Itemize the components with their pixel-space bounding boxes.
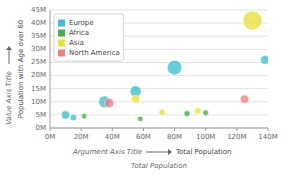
x-tick-label: 100M — [196, 133, 215, 141]
grid-line — [50, 62, 268, 63]
value-axis-title: Value Axis Title — [5, 71, 13, 125]
legend-label: Africa — [69, 29, 89, 37]
x-tick-label: 140M — [258, 133, 277, 141]
x-tick-label: 40M — [105, 133, 120, 141]
y-tick-label: 25M — [31, 58, 46, 66]
y-tick-label: 10M — [31, 98, 46, 106]
y-tick-label: 45M — [31, 6, 46, 14]
grid-line — [50, 101, 268, 102]
legend-label: Europe — [69, 19, 94, 27]
bubble — [132, 95, 140, 103]
bubble — [61, 111, 69, 119]
x-tick-label: 60M — [136, 133, 151, 141]
legend-label: Asia — [69, 39, 84, 47]
x-axis: 0M 20M 40M 60M 80M 100M 120M 140M — [45, 128, 278, 141]
y-tick-label: 35M — [31, 32, 46, 40]
bubble — [184, 111, 190, 117]
y-tick-label: 20M — [31, 71, 46, 79]
y-tick-label: 0M — [36, 124, 47, 132]
bubble — [82, 114, 87, 119]
x-tick-label: 120M — [227, 133, 246, 141]
x-axis-line — [50, 128, 268, 129]
x-tick-label: 0M — [45, 133, 56, 141]
grid-line — [50, 10, 268, 11]
arrow — [146, 152, 169, 153]
bubble — [241, 95, 249, 103]
legend: Europe Africa Asia North America — [54, 14, 124, 61]
arrow-head — [6, 46, 12, 50]
grid-line — [50, 128, 268, 129]
bubble — [260, 55, 268, 64]
legend-swatch — [58, 30, 65, 37]
x-tick-label: 80M — [167, 133, 182, 141]
x-axis-caption: Total Population — [131, 162, 187, 170]
grid-line — [50, 88, 268, 89]
bubble — [138, 116, 143, 121]
bubble — [167, 60, 182, 75]
bubble — [195, 108, 201, 114]
arrow-head — [168, 149, 172, 155]
y-axis-line — [50, 10, 51, 128]
bubble — [243, 11, 262, 30]
legend-swatch — [58, 40, 65, 47]
legend-swatch — [58, 20, 65, 27]
arrow — [9, 49, 10, 64]
x-tick-label: 20M — [74, 133, 89, 141]
x-axis-label: Total Population — [175, 148, 231, 156]
y-axis: 0M 5M 10M 15M 20M 25M 30M 35M 40M 45M — [31, 6, 268, 132]
legend-frame — [54, 14, 124, 61]
legend-label: North America — [69, 49, 120, 57]
bubble — [104, 98, 113, 107]
y-tick-label: 40M — [31, 19, 46, 27]
legend-swatch — [58, 50, 65, 57]
y-axis-label: Population with Age over 60 — [17, 20, 25, 119]
bubble — [203, 110, 209, 116]
argument-axis-title: Argument Axis Title — [72, 148, 142, 156]
y-tick-label: 15M — [31, 85, 46, 93]
chart: 0M 5M 10M 15M 20M 25M 30M 35M 40M 45M 0M 20M 40M 60M 8… — [0, 0, 285, 177]
grid-line — [50, 75, 268, 76]
y-tick-label: 30M — [31, 45, 46, 53]
bubble — [70, 114, 76, 120]
y-tick-label: 5M — [36, 111, 47, 119]
bubble — [159, 109, 165, 115]
